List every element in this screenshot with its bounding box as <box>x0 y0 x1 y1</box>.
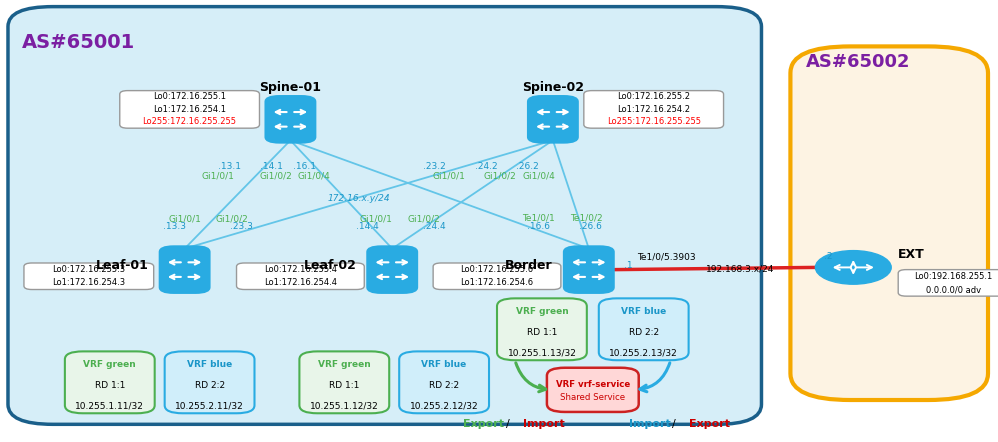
Text: Shared Service: Shared Service <box>560 393 626 402</box>
Text: Gi1/0/1: Gi1/0/1 <box>433 171 465 180</box>
FancyBboxPatch shape <box>165 351 254 413</box>
Text: Gi1/0/2: Gi1/0/2 <box>484 171 516 180</box>
Text: 10.255.1.12/32: 10.255.1.12/32 <box>310 401 378 411</box>
Text: .14.4: .14.4 <box>356 222 378 231</box>
Text: 192.168.3.x/24: 192.168.3.x/24 <box>707 265 774 274</box>
FancyBboxPatch shape <box>237 263 364 290</box>
Text: VRF green: VRF green <box>84 360 136 370</box>
Text: 10.255.1.13/32: 10.255.1.13/32 <box>507 348 577 358</box>
Text: 10.255.1.11/32: 10.255.1.11/32 <box>75 401 145 411</box>
FancyBboxPatch shape <box>120 91 259 128</box>
Text: .26.6: .26.6 <box>580 221 602 231</box>
Text: Lo0:172.16.255.2: Lo0:172.16.255.2 <box>617 92 691 101</box>
Text: Import: Import <box>523 419 565 429</box>
Text: .13.3: .13.3 <box>163 222 187 231</box>
Text: VRF blue: VRF blue <box>621 307 667 316</box>
Text: VRF green: VRF green <box>318 360 370 370</box>
Text: Gi1/0/4: Gi1/0/4 <box>523 171 555 180</box>
FancyBboxPatch shape <box>527 95 579 144</box>
FancyBboxPatch shape <box>159 245 211 294</box>
Text: Gi1/0/1: Gi1/0/1 <box>360 214 392 223</box>
Text: Spine-01: Spine-01 <box>259 81 321 94</box>
Text: Lo1:172.16.254.1: Lo1:172.16.254.1 <box>153 105 227 114</box>
Text: .24.4: .24.4 <box>423 222 445 231</box>
FancyBboxPatch shape <box>65 351 155 413</box>
Text: Leaf-02: Leaf-02 <box>303 259 356 272</box>
Text: .23.3: .23.3 <box>231 221 252 231</box>
Text: Lo255:172.16.255.255: Lo255:172.16.255.255 <box>143 118 237 126</box>
Text: Lo0:172.16.255.1: Lo0:172.16.255.1 <box>153 92 227 101</box>
Text: .14.1: .14.1 <box>260 162 282 171</box>
Text: Lo1:172.16.254.3: Lo1:172.16.254.3 <box>52 278 126 287</box>
Text: Leaf-01: Leaf-01 <box>96 259 149 272</box>
Text: AS#65002: AS#65002 <box>806 53 911 71</box>
Text: Export: Export <box>463 419 504 429</box>
Text: 10.255.2.13/32: 10.255.2.13/32 <box>610 348 678 358</box>
Text: Te1/0/1: Te1/0/1 <box>523 213 555 222</box>
FancyBboxPatch shape <box>497 298 587 360</box>
Text: Lo0:172.16.255.4: Lo0:172.16.255.4 <box>263 265 337 274</box>
Text: RD 1:1: RD 1:1 <box>527 328 557 337</box>
Text: /: / <box>672 419 676 429</box>
Text: Gi1/0/2: Gi1/0/2 <box>408 214 440 223</box>
FancyBboxPatch shape <box>433 263 561 290</box>
FancyBboxPatch shape <box>563 245 615 294</box>
Text: Gi1/0/2: Gi1/0/2 <box>216 214 248 223</box>
Text: VRF blue: VRF blue <box>421 360 467 370</box>
Text: Export: Export <box>689 419 730 429</box>
FancyBboxPatch shape <box>898 270 998 296</box>
Text: Lo0:172.16.255.3: Lo0:172.16.255.3 <box>52 265 126 274</box>
FancyBboxPatch shape <box>24 263 154 290</box>
FancyBboxPatch shape <box>8 7 761 424</box>
FancyBboxPatch shape <box>399 351 489 413</box>
Text: /: / <box>506 419 510 429</box>
Text: 10.255.2.12/32: 10.255.2.12/32 <box>410 401 478 411</box>
Text: .24.2: .24.2 <box>475 162 497 171</box>
Text: Border: Border <box>505 259 553 272</box>
Text: .13.1: .13.1 <box>218 162 242 171</box>
Text: 0.0.0.0/0 adv: 0.0.0.0/0 adv <box>925 285 981 294</box>
Text: Lo1:172.16.254.4: Lo1:172.16.254.4 <box>263 278 337 287</box>
Text: VRF green: VRF green <box>516 307 568 316</box>
FancyBboxPatch shape <box>599 298 689 360</box>
Text: RD 2:2: RD 2:2 <box>629 328 659 337</box>
Text: Spine-02: Spine-02 <box>522 81 584 94</box>
Text: Lo1:172.16.254.6: Lo1:172.16.254.6 <box>460 278 534 287</box>
Text: EXT: EXT <box>898 248 925 261</box>
Text: .26.2: .26.2 <box>516 162 538 171</box>
Text: .16.6: .16.6 <box>527 221 551 231</box>
Circle shape <box>815 251 891 284</box>
FancyBboxPatch shape <box>790 46 988 400</box>
Text: 10.255.2.11/32: 10.255.2.11/32 <box>176 401 244 411</box>
Text: Gi1/0/1: Gi1/0/1 <box>169 214 201 223</box>
Text: .23.2: .23.2 <box>423 162 445 171</box>
Text: Te1/0/2: Te1/0/2 <box>571 213 603 222</box>
Text: Te1/0/5.3903: Te1/0/5.3903 <box>637 252 696 262</box>
Text: VRF blue: VRF blue <box>187 360 233 370</box>
Text: Gi1/0/1: Gi1/0/1 <box>202 171 234 181</box>
FancyBboxPatch shape <box>366 245 418 294</box>
Text: Gi1/0/2: Gi1/0/2 <box>259 171 291 180</box>
Text: .2: .2 <box>824 252 832 262</box>
FancyBboxPatch shape <box>547 368 639 412</box>
Text: AS#65001: AS#65001 <box>22 33 135 52</box>
Text: .1: .1 <box>624 261 633 270</box>
FancyBboxPatch shape <box>299 351 389 413</box>
Text: Lo0:192.168.255.1: Lo0:192.168.255.1 <box>914 272 992 281</box>
Text: Lo255:172.16.255.255: Lo255:172.16.255.255 <box>607 118 701 126</box>
Text: RD 1:1: RD 1:1 <box>329 381 359 390</box>
Text: Lo1:172.16.254.2: Lo1:172.16.254.2 <box>617 105 691 114</box>
Text: Lo0:172.16.255.6: Lo0:172.16.255.6 <box>460 265 534 274</box>
Text: .16.1: .16.1 <box>292 162 316 171</box>
Text: Gi1/0/4: Gi1/0/4 <box>298 171 330 180</box>
Text: VRF vrf-service: VRF vrf-service <box>556 380 630 389</box>
Text: 172.16.x.y/24: 172.16.x.y/24 <box>328 194 390 203</box>
Text: Import: Import <box>629 419 671 429</box>
FancyBboxPatch shape <box>584 91 724 128</box>
FancyBboxPatch shape <box>264 95 316 144</box>
Text: RD 2:2: RD 2:2 <box>429 381 459 390</box>
Text: RD 2:2: RD 2:2 <box>195 381 225 390</box>
Text: RD 1:1: RD 1:1 <box>95 381 125 390</box>
